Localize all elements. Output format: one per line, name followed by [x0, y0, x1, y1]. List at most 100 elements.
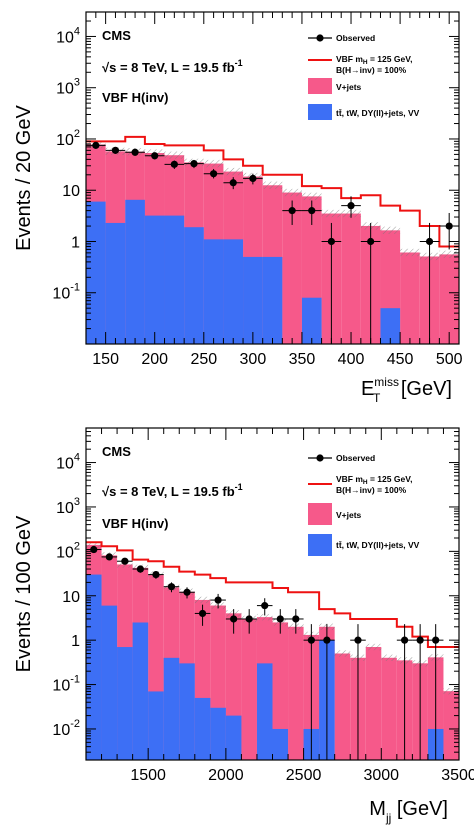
ttbar-bar	[194, 697, 211, 760]
legend: Observed VBF mH = 125 GeV, B(H→inv) = 10…	[308, 33, 420, 120]
y-tick-label: 104	[56, 452, 80, 473]
ttbar-bar	[125, 199, 145, 344]
ttbar-bar	[148, 691, 164, 760]
legend-observed-marker	[316, 34, 324, 42]
y-tick-label: 102	[56, 128, 80, 149]
observed-marker	[416, 636, 424, 644]
vjets-bar	[288, 626, 304, 760]
ttbar-bar	[179, 663, 195, 760]
y-tick-label: 10	[62, 589, 80, 606]
observed-marker	[327, 237, 335, 246]
vjets-bar	[365, 647, 382, 760]
observed-point	[179, 587, 195, 599]
experiment-label: CMS	[102, 444, 131, 459]
observed-marker	[190, 160, 198, 168]
observed-marker	[170, 160, 178, 168]
observed-marker	[229, 179, 237, 187]
signal-line	[86, 541, 459, 649]
ttbar-bar	[163, 657, 180, 760]
observed-marker	[354, 636, 362, 644]
observed-point	[125, 148, 145, 156]
observed-marker	[292, 615, 300, 623]
observed-point	[117, 557, 133, 565]
ttbar-bar	[203, 239, 224, 344]
legend-vjets-swatch	[308, 503, 332, 525]
observed-marker	[121, 557, 129, 565]
x-tick-label: 350	[289, 351, 316, 368]
observed-point	[86, 141, 106, 149]
observed-marker	[136, 565, 144, 573]
legend-signal-label-2: B(H→inv) = 100%	[336, 485, 407, 495]
ttbar-bar	[105, 222, 126, 344]
uncertainty-band	[443, 687, 459, 695]
x-axis-ticks: 150 200 250 300 350 400 450 500	[85, 12, 463, 368]
x-tick-label: 300	[240, 351, 267, 368]
observed-marker	[167, 583, 176, 591]
observed-point	[243, 173, 263, 185]
legend-vjets-label: V+jets	[336, 82, 362, 92]
uncertainty-band	[380, 226, 401, 235]
uncertainty-band	[439, 250, 459, 259]
ttbar-bar	[184, 227, 204, 344]
vjets-bar	[400, 252, 420, 344]
legend-ttbar-swatch	[308, 104, 332, 120]
ttbar-bar	[223, 239, 244, 344]
observed-point	[210, 593, 226, 609]
x-axis-ticks: 1500 2000 2500 3000 3500	[85, 428, 474, 784]
observed-point	[194, 604, 211, 626]
x-tick-label: 2500	[286, 767, 322, 784]
observed-marker	[323, 636, 331, 644]
observed-point	[272, 609, 289, 634]
y-axis-label: Events / 100 GeV	[13, 515, 35, 672]
y-tick-label: 102	[56, 540, 80, 561]
observed-point	[101, 553, 118, 561]
x-tick-label: 3500	[441, 767, 474, 784]
legend-observed-label: Observed	[336, 33, 375, 43]
observed-marker	[432, 636, 440, 644]
uncertainty-band	[194, 596, 211, 604]
observed-point	[132, 565, 149, 573]
observed-marker	[183, 588, 191, 596]
ttbar-bar	[86, 574, 102, 760]
observed-marker	[276, 615, 284, 623]
observed-marker	[307, 636, 315, 644]
observed-point	[225, 609, 242, 634]
plot-area	[86, 541, 459, 760]
ttbar-bar	[86, 201, 106, 344]
observed-marker	[245, 615, 253, 623]
y-tick-label: 1	[71, 234, 80, 251]
observed-marker	[347, 202, 355, 210]
vjets-bar	[272, 622, 289, 760]
observed-marker	[105, 553, 113, 561]
observed-point	[360, 222, 381, 344]
x-tick-label: 150	[92, 351, 119, 368]
y-tick-label: 10-1	[52, 674, 80, 695]
x-axis-label: Mjj [GeV]	[369, 798, 448, 825]
observed-marker	[367, 237, 375, 246]
channel-label: VBF H(inv)	[102, 516, 168, 531]
vjets-bar	[282, 192, 302, 344]
observed-point	[241, 609, 257, 634]
observed-marker	[401, 636, 409, 644]
observed-marker	[210, 170, 218, 178]
legend-vjets-swatch	[308, 78, 332, 94]
x-tick-label: 2000	[208, 767, 244, 784]
ttbar-bar	[256, 663, 273, 760]
plot-area	[86, 135, 459, 344]
ttbar-bar	[225, 715, 242, 760]
uncertainty-band	[256, 613, 273, 621]
uncertainty-band	[334, 650, 351, 657]
legend-signal-label-2: B(H→inv) = 100%	[336, 65, 407, 75]
vjets-bar	[341, 213, 361, 344]
observed-marker	[308, 207, 316, 215]
ttbar-bar	[272, 728, 289, 760]
ttbar-bar	[132, 622, 149, 760]
y-axis-label: Events / 20 GeV	[13, 105, 35, 251]
ttbar-bar	[164, 215, 185, 344]
y-tick-label: 10	[62, 183, 80, 200]
y-tick-label: 10-2	[52, 718, 80, 739]
uncertainty-band	[223, 167, 244, 176]
observed-point	[203, 168, 224, 179]
